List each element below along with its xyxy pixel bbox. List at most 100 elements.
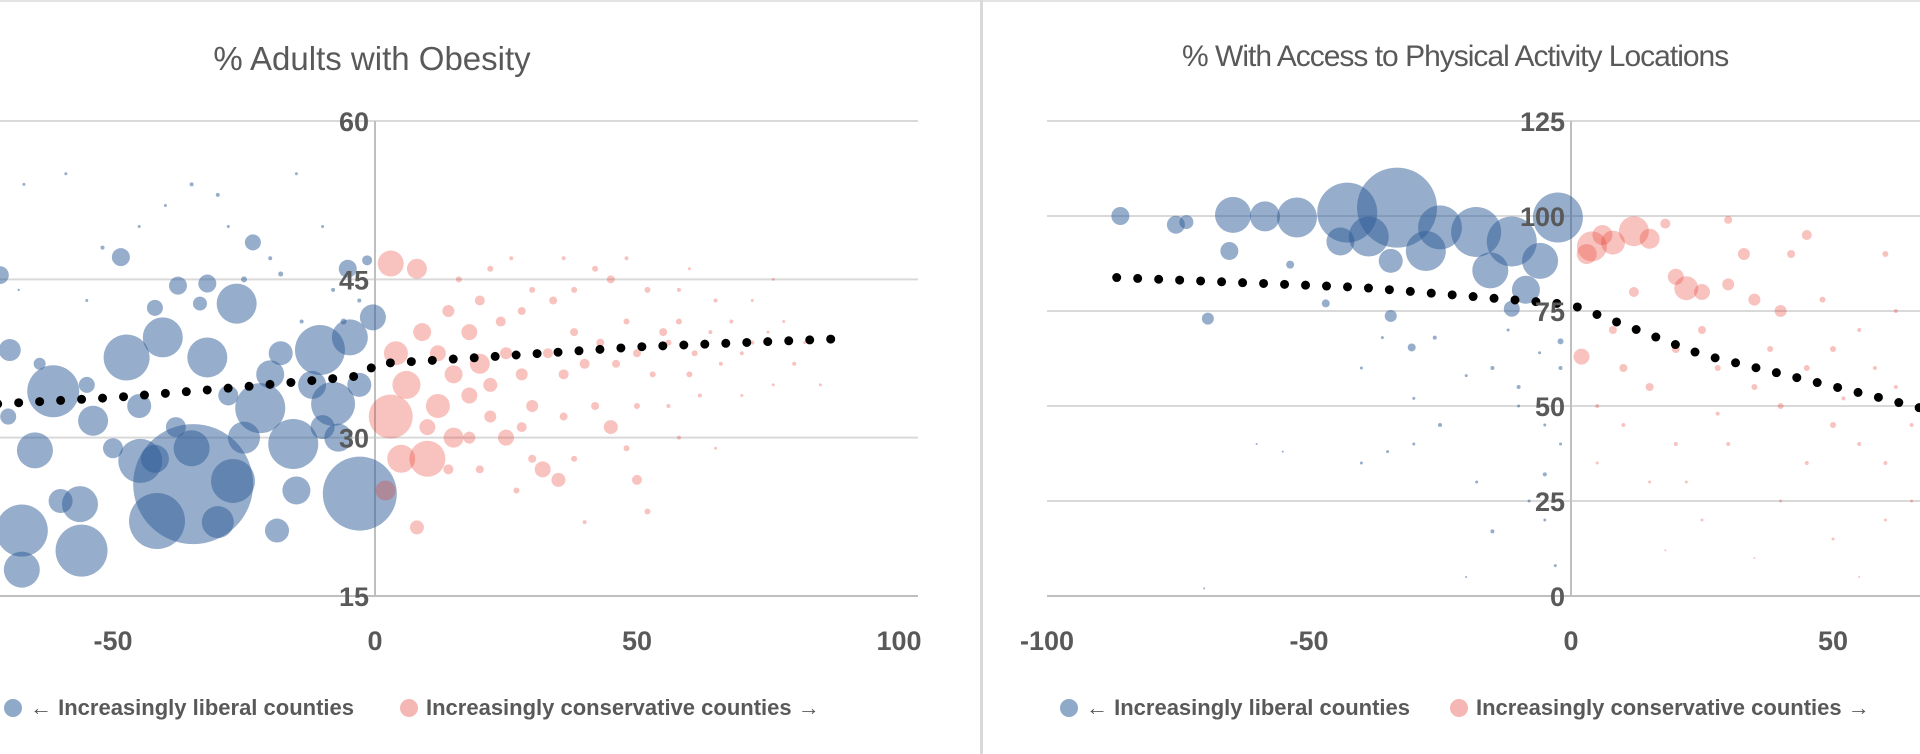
conservative-county-bubble	[500, 347, 512, 360]
conservative-county-bubble	[666, 404, 671, 408]
conservative-county-bubble	[375, 480, 396, 501]
liberal-county-bubble	[173, 430, 210, 467]
conservative-county-bubble	[792, 361, 797, 366]
conservative-county-bubble	[592, 265, 599, 272]
liberal-county-bubble	[48, 489, 73, 513]
liberal-county-bubble	[78, 376, 95, 393]
conservative-county-bubble	[1722, 278, 1735, 291]
y-tick-label: 30	[339, 424, 369, 454]
trendline-obesity	[0, 333, 852, 409]
conservative-county-bubble	[1858, 576, 1861, 578]
y-tick-label: 25	[1535, 487, 1565, 517]
conservative-county-bubble	[1751, 384, 1758, 390]
liberal-county-bubble	[140, 444, 169, 473]
liberal-county-bubble	[85, 298, 89, 302]
conservative-county-bubble	[487, 265, 494, 272]
y-tick-label: 50	[1535, 392, 1565, 422]
conservative-county-bubble	[739, 351, 744, 356]
liberal-county-bubble	[1412, 396, 1416, 400]
liberal-county-bubble	[168, 276, 187, 295]
conservative-county-bubble	[1673, 442, 1678, 446]
liberal-county-bubble	[1559, 442, 1563, 446]
conservative-county-bubble	[442, 305, 455, 317]
conservative-county-bubble	[413, 323, 432, 342]
x-tick-label: 50	[622, 626, 652, 656]
liberal-county-bubble	[1517, 404, 1521, 408]
liberal-county-bubble	[1321, 299, 1330, 308]
liberal-county-bubble	[1522, 242, 1559, 279]
legend-label-liberal: ← Increasingly liberal counties	[1086, 695, 1410, 720]
liberal-county-bubble	[103, 334, 150, 381]
x-tick-label: 0	[367, 626, 382, 656]
conservative-county-bubble	[1576, 231, 1607, 262]
liberal-county-bubble	[137, 225, 141, 229]
liberal-county-bubble	[1249, 201, 1280, 232]
liberal-county-bubble	[129, 493, 186, 550]
conservative-county-bubble	[633, 349, 641, 358]
conservative-county-bubble	[676, 287, 681, 292]
conservative-county-bubble	[528, 454, 537, 463]
conservative-county-bubble	[1726, 442, 1731, 446]
conservative-county-bubble	[603, 420, 618, 435]
liberal-county-bubble	[1432, 335, 1437, 340]
conservative-county-bubble	[729, 319, 734, 324]
liberal-county-bubble	[1438, 423, 1442, 427]
liberal-county-bubble	[1201, 312, 1214, 325]
conservative-county-bubble	[740, 393, 744, 397]
bubbles-activity	[1111, 167, 1914, 590]
conservative-county-bubble	[1667, 268, 1684, 285]
liberal-county-bubble	[1412, 442, 1416, 446]
legend-marker-liberal	[4, 699, 22, 717]
liberal-county-bubble	[1490, 529, 1495, 534]
liberal-county-bubble	[1475, 480, 1479, 484]
liberal-county-bubble	[146, 299, 163, 316]
legend-label-conservative: Increasingly conservative counties →	[426, 695, 820, 720]
conservative-county-bubble	[1910, 499, 1914, 503]
conservative-county-bubble	[461, 387, 478, 404]
liberal-county-bubble	[1348, 216, 1389, 257]
liberal-county-bubble	[1553, 564, 1557, 568]
liberal-county-bubble	[331, 287, 336, 292]
liberal-county-bubble	[321, 225, 325, 229]
conservative-county-bubble	[803, 341, 807, 345]
conservative-county-bubble	[750, 340, 755, 345]
conservative-county-bubble	[443, 427, 464, 448]
conservative-county-bubble	[392, 370, 421, 399]
liberal-county-bubble	[1516, 385, 1521, 389]
liberal-county-bubble	[359, 304, 386, 331]
liberal-county-bubble	[111, 248, 130, 267]
legend-item-liberal-right: ← Increasingly liberal counties	[1060, 695, 1410, 721]
liberal-county-bubble	[33, 357, 46, 370]
conservative-county-bubble	[409, 520, 424, 535]
conservative-county-bubble	[1893, 385, 1898, 389]
liberal-county-bubble	[1179, 215, 1194, 230]
conservative-county-bubble	[419, 419, 436, 436]
conservative-county-bubble	[558, 369, 569, 380]
liberal-county-bubble	[1543, 423, 1547, 427]
conservative-county-bubble	[1628, 287, 1639, 297]
legend-item-conservative-left: Increasingly conservative counties →	[400, 695, 820, 721]
liberal-county-bubble	[1203, 587, 1206, 590]
y-tick-label: 75	[1535, 297, 1565, 327]
conservative-county-bubble	[549, 296, 558, 305]
legend-marker-liberal	[1060, 699, 1078, 717]
liberal-county-bubble	[187, 337, 228, 378]
conservative-county-bubble	[1909, 423, 1914, 427]
liberal-county-bubble	[241, 276, 247, 283]
conservative-county-bubble	[1841, 396, 1846, 401]
conservative-county-bubble	[691, 350, 698, 357]
conservative-county-bubble	[750, 298, 754, 302]
conservative-county-bubble	[686, 371, 693, 378]
x-tick-label: 50	[1818, 626, 1848, 656]
liberal-county-bubble	[100, 245, 105, 250]
conservative-county-bubble	[659, 328, 668, 337]
liberal-county-bubble	[228, 421, 260, 454]
conservative-county-bubble	[1801, 230, 1812, 240]
liberal-county-bubble	[1111, 207, 1130, 225]
conservative-county-bubble	[368, 394, 413, 439]
legend-marker-conservative	[400, 699, 418, 717]
conservative-county-bubble	[443, 464, 454, 475]
y-tick-label: 125	[1520, 107, 1565, 137]
liberal-county-bubble	[1532, 192, 1583, 243]
